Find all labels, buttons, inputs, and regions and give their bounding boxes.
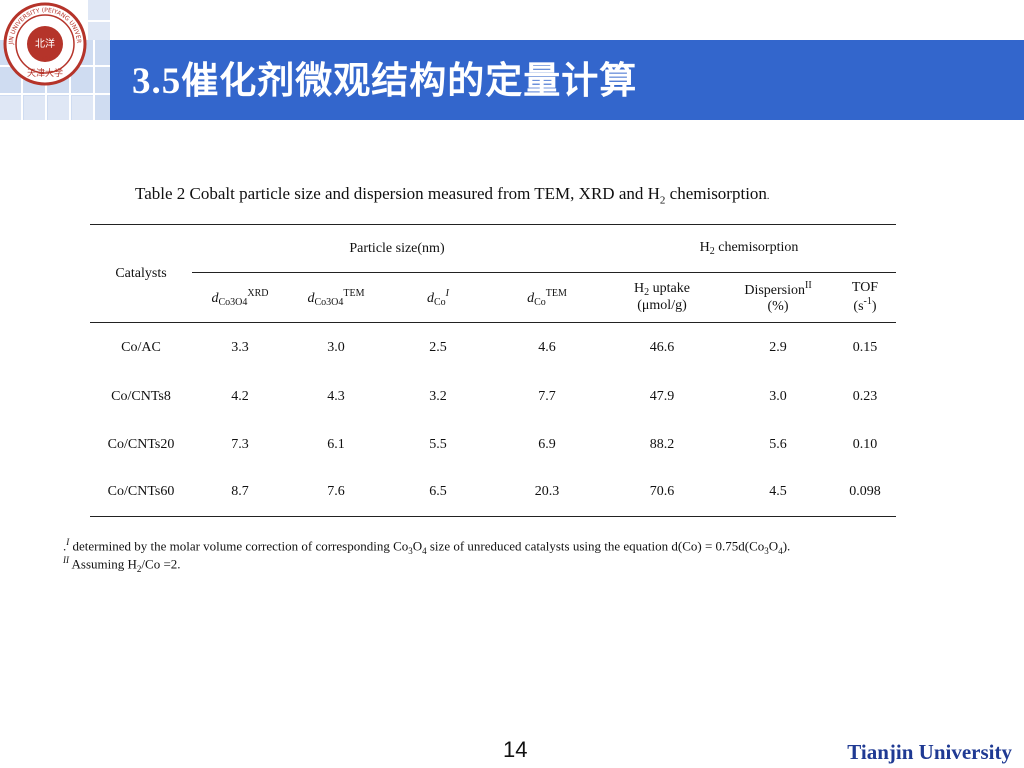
cell-value: 3.2 bbox=[429, 388, 447, 404]
svg-text:1895: 1895 bbox=[37, 55, 52, 62]
cell-value: 2.5 bbox=[429, 339, 447, 355]
cell-value: 4.3 bbox=[327, 388, 345, 404]
cell-value: 4.2 bbox=[231, 388, 249, 404]
cell-value: 7.7 bbox=[538, 388, 556, 404]
cell-value: 47.9 bbox=[649, 388, 675, 404]
header-d-co3o4-xrd: dCo3O4XRD bbox=[192, 272, 288, 323]
footnote-2: II Assuming H2/Co =2. bbox=[63, 555, 181, 574]
cell-value: 3.0 bbox=[327, 339, 345, 355]
cell-value: 3.0 bbox=[769, 388, 787, 404]
cell-value: 6.5 bbox=[384, 468, 492, 517]
cell-value: 5.5 bbox=[429, 436, 447, 452]
cell-value: 0.098 bbox=[834, 468, 896, 517]
university-name: Tianjin University bbox=[847, 740, 1012, 764]
table-caption: Table 2 Cobalt particle size and dispers… bbox=[135, 184, 770, 207]
header-d-co3o4-tem: dCo3O4TEM bbox=[288, 272, 384, 323]
svg-text:北洋: 北洋 bbox=[35, 37, 55, 50]
cell-value: 0.15 bbox=[852, 339, 878, 355]
cell-value: 2.9 bbox=[769, 339, 787, 355]
svg-text:天津大学: 天津大学 bbox=[27, 67, 63, 79]
cell-value: 4.5 bbox=[722, 468, 834, 517]
catalyst-name: Co/CNTs8 bbox=[111, 388, 171, 404]
catalyst-name: Co/AC bbox=[121, 339, 161, 355]
page-number: 14 bbox=[503, 737, 528, 762]
catalyst-name: Co/CNTs60 bbox=[90, 468, 192, 517]
table-row: Co/AC 3.3 3.0 2.5 4.6 46.6 2.9 0.15 bbox=[90, 323, 896, 373]
table-row: Co/CNTs60 8.7 7.6 6.5 20.3 70.6 4.5 0.09… bbox=[90, 468, 896, 517]
cell-value: 20.3 bbox=[492, 468, 602, 517]
header-catalysts: Catalysts bbox=[90, 224, 192, 323]
header-blue-band bbox=[110, 40, 1024, 120]
header-dispersion: DispersionII (%) bbox=[722, 272, 834, 323]
header-particle-size: Particle size(nm) bbox=[192, 224, 602, 273]
catalyst-name: Co/CNTs20 bbox=[107, 436, 175, 452]
cell-value: 6.9 bbox=[538, 436, 556, 452]
cell-value: 3.3 bbox=[231, 339, 249, 355]
cell-value: 0.10 bbox=[852, 436, 878, 452]
cobalt-particle-table: Catalysts Particle size(nm) H2 chemisorp… bbox=[90, 224, 896, 517]
cell-value: 46.6 bbox=[649, 339, 675, 355]
cell-value: 6.1 bbox=[327, 436, 345, 452]
table-row: Co/CNTs8 4.2 4.3 3.2 7.7 47.9 3.0 0.23 bbox=[90, 373, 896, 421]
header-tof: TOF (s-1) bbox=[834, 272, 896, 323]
header-h2-chemisorption: H2 chemisorption bbox=[602, 224, 896, 273]
cell-value: 0.23 bbox=[852, 388, 878, 404]
slide-title: 3.5催化剂微观结构的定量计算 bbox=[132, 61, 638, 102]
cell-value: 7.3 bbox=[231, 436, 249, 452]
footnote-1: .I determined by the molar volume correc… bbox=[63, 537, 791, 556]
table-row: Co/CNTs20 7.3 6.1 5.5 6.9 88.2 5.6 0.10 bbox=[90, 421, 896, 469]
cell-value: 5.6 bbox=[769, 436, 787, 452]
cell-value: 8.7 bbox=[192, 468, 288, 517]
cell-value: 7.6 bbox=[288, 468, 384, 517]
university-seal-logo: 北洋 1895 天津大学 TIANJIN UNIVERSITY (PEIYANG… bbox=[3, 2, 87, 86]
cell-value: 4.6 bbox=[538, 339, 556, 355]
header-top-strip bbox=[0, 0, 1024, 40]
cell-value: 88.2 bbox=[649, 436, 675, 452]
slide-header: 3.5催化剂微观结构的定量计算 北洋 1895 天津大学 TIANJIN UNI… bbox=[0, 0, 1024, 122]
header-d-co-i: dCoI bbox=[384, 272, 492, 323]
cell-value: 70.6 bbox=[602, 468, 722, 517]
header-h2-uptake: H2 uptake (μmol/g) bbox=[602, 272, 722, 323]
header-d-co-tem: dCoTEM bbox=[492, 272, 602, 323]
